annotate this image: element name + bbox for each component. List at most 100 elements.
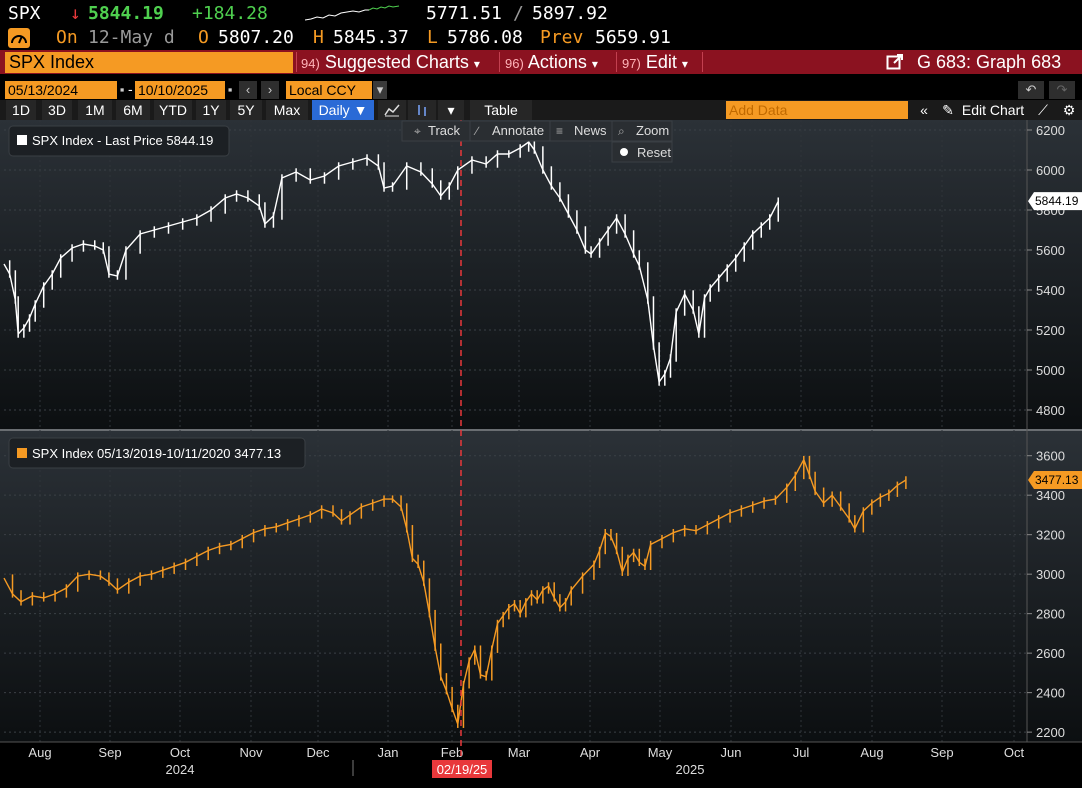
start-date-field[interactable]: 05/13/2024 bbox=[5, 81, 117, 99]
x-month-label: May bbox=[648, 745, 673, 760]
range-1m[interactable]: 1M bbox=[78, 100, 112, 120]
caret-down-icon[interactable]: ▾ bbox=[438, 100, 464, 120]
caret-down-icon[interactable]: ▾ bbox=[373, 81, 387, 99]
table-button[interactable]: Table bbox=[470, 100, 532, 120]
high-value: 5845.37 bbox=[333, 27, 409, 48]
low-label: L bbox=[427, 27, 438, 48]
prev-value: 5659.91 bbox=[595, 27, 671, 48]
actions-menu[interactable]: 96) Actions ▾ bbox=[505, 50, 598, 74]
quote-line-2: On 12-May d O 5807.20 H 5845.37 L 5786.0… bbox=[0, 26, 1082, 50]
caret-down-icon: ▾ bbox=[473, 57, 480, 71]
menu-number: 96) bbox=[505, 56, 524, 71]
bottom-last-value-label: 3477.13 bbox=[1035, 473, 1079, 487]
edit-menu[interactable]: 97) Edit ▾ bbox=[622, 50, 688, 74]
gear-icon[interactable]: ⚙ bbox=[1058, 100, 1080, 120]
date-marker-box bbox=[432, 760, 492, 778]
x-month-label: Apr bbox=[580, 745, 601, 760]
bottom-ytick-label: 3400 bbox=[1036, 488, 1065, 503]
range-ytd[interactable]: YTD bbox=[154, 100, 192, 120]
range-1y[interactable]: 1Y bbox=[196, 100, 226, 120]
reset-icon bbox=[620, 148, 628, 156]
news-label: News bbox=[574, 123, 607, 138]
menu-divider bbox=[499, 52, 500, 72]
top-ytick-label: 4800 bbox=[1036, 403, 1065, 418]
bar-chart-icon[interactable] bbox=[408, 100, 436, 120]
calendar-icon[interactable]: ▪ bbox=[225, 81, 235, 99]
top-last-value-flag: 5844.19 bbox=[1028, 192, 1082, 211]
menu-divider bbox=[702, 52, 703, 72]
ruler-icon[interactable]: ⟋ bbox=[1032, 100, 1054, 120]
ticker-symbol: SPX bbox=[8, 3, 41, 24]
menu-divider bbox=[296, 52, 297, 72]
sparkline bbox=[305, 5, 400, 21]
x-month-label: Dec bbox=[306, 745, 330, 760]
bottom-legend[interactable]: SPX Index 05/13/2019-10/11/2020 3477.13 bbox=[8, 437, 306, 469]
range-1d[interactable]: 1D bbox=[6, 100, 36, 120]
calendar-icon[interactable]: ▪ bbox=[117, 81, 127, 99]
menu-label: Actions bbox=[527, 52, 587, 72]
bottom-legend-label: SPX Index 05/13/2019-10/11/2020 3477.13 bbox=[32, 446, 281, 461]
magnifier-icon: ⌕ bbox=[618, 124, 625, 138]
range-6m[interactable]: 6M bbox=[116, 100, 150, 120]
add-data-input[interactable]: Add Data bbox=[726, 101, 908, 119]
bottom-last-value-flag: 3477.13 bbox=[1028, 470, 1082, 489]
menu-number: 94) bbox=[301, 56, 320, 71]
top-last-value-label: 5844.19 bbox=[1035, 194, 1079, 208]
high-label: H bbox=[313, 27, 324, 48]
line-chart-icon[interactable] bbox=[378, 100, 406, 120]
next-period-button[interactable]: › bbox=[261, 81, 279, 99]
prev-period-button[interactable]: ‹ bbox=[239, 81, 257, 99]
x-year-label: 2024 bbox=[166, 762, 195, 777]
suggested-charts-menu[interactable]: 94) Suggested Charts ▾ bbox=[301, 50, 480, 74]
end-date-field[interactable]: 10/10/2025 bbox=[135, 81, 225, 99]
range-5y[interactable]: 5Y bbox=[230, 100, 262, 120]
crosshair-icon: ⌖ bbox=[414, 124, 421, 138]
period-select[interactable]: Daily ▼ bbox=[312, 100, 374, 120]
caret-down-icon: ▾ bbox=[591, 57, 598, 71]
zoom-button[interactable] bbox=[611, 120, 673, 142]
range-3d[interactable]: 3D bbox=[42, 100, 72, 120]
bottom-ytick-label: 2200 bbox=[1036, 725, 1065, 740]
x-month-label: Oct bbox=[170, 745, 191, 760]
last-price: 5844.19 bbox=[88, 3, 164, 24]
x-month-label: Aug bbox=[28, 745, 51, 760]
bottom-ytick-label: 2800 bbox=[1036, 607, 1065, 622]
bottom-ytick-label: 3600 bbox=[1036, 449, 1065, 464]
annotate-label: Annotate bbox=[492, 123, 544, 138]
bottom-ytick-label: 3000 bbox=[1036, 567, 1065, 582]
x-month-label: Mar bbox=[508, 745, 531, 760]
zoom-label: Zoom bbox=[636, 123, 669, 138]
prev-label: Prev bbox=[540, 27, 584, 48]
redo-icon[interactable]: ↷ bbox=[1049, 81, 1075, 99]
track-label: Track bbox=[428, 123, 461, 138]
bottom-ytick-label: 2600 bbox=[1036, 646, 1065, 661]
open-value: 5807.20 bbox=[218, 27, 294, 48]
news-icon: ≡ bbox=[556, 124, 563, 138]
ticker-input[interactable]: SPX Index bbox=[5, 52, 293, 73]
speedometer-icon[interactable] bbox=[8, 28, 30, 53]
top-legend[interactable]: SPX Index - Last Price 5844.19 bbox=[8, 125, 230, 157]
range-max[interactable]: Max bbox=[266, 100, 308, 120]
edit-chart-icon[interactable]: ✎ bbox=[938, 100, 958, 120]
pop-out-icon[interactable] bbox=[886, 50, 904, 74]
menu-number: 97) bbox=[622, 56, 641, 71]
caret-down-icon: ▾ bbox=[681, 57, 688, 71]
pen-icon: ∕ bbox=[473, 124, 480, 138]
x-month-label: Aug bbox=[860, 745, 883, 760]
menu-label: Suggested Charts bbox=[324, 52, 469, 72]
currency-select[interactable]: Local CCY bbox=[286, 81, 372, 99]
top-ytick-label: 5600 bbox=[1036, 243, 1065, 258]
collapse-icon[interactable]: « bbox=[912, 100, 936, 120]
top-series-line[interactable] bbox=[3, 141, 779, 384]
net-change: +184.28 bbox=[192, 3, 268, 24]
undo-icon[interactable]: ↶ bbox=[1018, 81, 1044, 99]
reset-button[interactable] bbox=[611, 141, 673, 163]
down-arrow-icon: ↓ bbox=[70, 3, 81, 24]
x-month-label: Jan bbox=[378, 745, 399, 760]
on-date: 12-May d bbox=[88, 27, 175, 48]
x-month-label: Nov bbox=[239, 745, 263, 760]
edit-chart-button[interactable]: Edit Chart bbox=[958, 100, 1028, 120]
day-range-high: 5897.92 bbox=[532, 3, 608, 24]
top-ytick-label: 5000 bbox=[1036, 363, 1065, 378]
